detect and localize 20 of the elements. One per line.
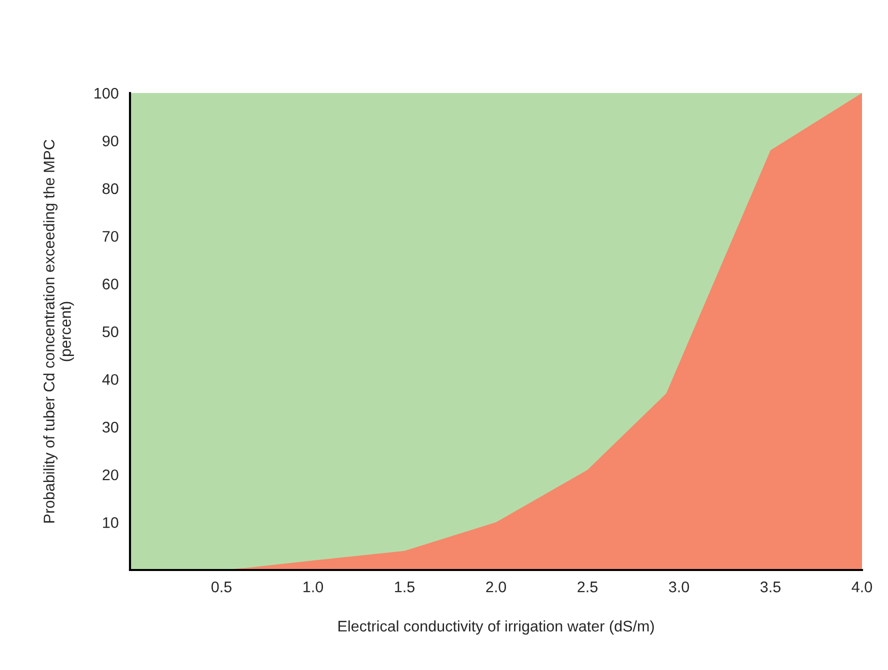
y-tick-label: 60 <box>102 278 118 290</box>
x-tick-label: 4.0 <box>852 582 872 592</box>
x-tick-label: 2.0 <box>486 582 506 592</box>
x-tick-label: 0.5 <box>211 582 232 592</box>
y-tick-label: 40 <box>102 374 118 385</box>
x-tick-label: 1.0 <box>304 582 324 592</box>
x-tick-label: 3.0 <box>668 582 690 592</box>
x-tick-label: 2.5 <box>578 582 598 592</box>
y-tick-label: 100 <box>94 88 118 99</box>
x-axis-title: Electrical conductivity of irrigation water (dS/m) <box>338 620 654 635</box>
y-tick-label: 50 <box>102 326 118 338</box>
y-tick-label: 80 <box>102 183 118 194</box>
y-axis-title: Probability of tuber Cd concentration exceeding the MPC (percent) <box>43 140 74 523</box>
y-tick-label: 10 <box>103 517 118 528</box>
x-tick-label: 3.5 <box>760 582 780 592</box>
y-tick-label: 70 <box>102 230 118 242</box>
y-tick-label: 20 <box>102 469 118 480</box>
x-tick-label: 1.5 <box>395 582 414 592</box>
y-tick-label: 30 <box>102 422 118 433</box>
y-tick-label: 90 <box>102 136 118 146</box>
